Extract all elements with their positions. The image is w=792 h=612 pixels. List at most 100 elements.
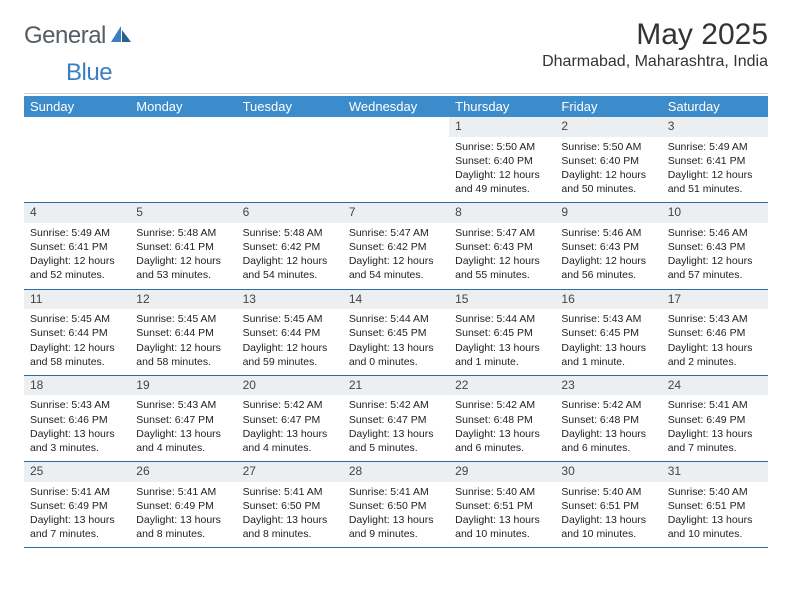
- sunrise-line: Sunrise: 5:41 AM: [136, 485, 230, 499]
- sunset-line: Sunset: 6:44 PM: [30, 326, 124, 340]
- calendar-week-row: 25Sunrise: 5:41 AMSunset: 6:49 PMDayligh…: [24, 462, 768, 548]
- calendar-week-row: ....1Sunrise: 5:50 AMSunset: 6:40 PMDayl…: [24, 117, 768, 203]
- calendar-day-cell: .: [343, 117, 449, 203]
- day-details: Sunrise: 5:41 AMSunset: 6:49 PMDaylight:…: [662, 395, 768, 461]
- day-details: Sunrise: 5:41 AMSunset: 6:50 PMDaylight:…: [237, 482, 343, 548]
- weekday-header: Wednesday: [343, 96, 449, 117]
- sunrise-line: Sunrise: 5:40 AM: [455, 485, 549, 499]
- calendar-table: SundayMondayTuesdayWednesdayThursdayFrid…: [24, 96, 768, 548]
- calendar-day-cell: 25Sunrise: 5:41 AMSunset: 6:49 PMDayligh…: [24, 462, 130, 548]
- calendar-day-cell: 23Sunrise: 5:42 AMSunset: 6:48 PMDayligh…: [555, 375, 661, 461]
- sunrise-line: Sunrise: 5:44 AM: [349, 312, 443, 326]
- day-number: 30: [555, 462, 661, 482]
- daylight-line: Daylight: 12 hours and 59 minutes.: [243, 341, 337, 369]
- day-number: 18: [24, 376, 130, 396]
- calendar-day-cell: 24Sunrise: 5:41 AMSunset: 6:49 PMDayligh…: [662, 375, 768, 461]
- day-number: 13: [237, 290, 343, 310]
- sunset-line: Sunset: 6:50 PM: [349, 499, 443, 513]
- day-number: 21: [343, 376, 449, 396]
- day-number: 31: [662, 462, 768, 482]
- sunset-line: Sunset: 6:47 PM: [349, 413, 443, 427]
- sunset-line: Sunset: 6:46 PM: [668, 326, 762, 340]
- day-number: 27: [237, 462, 343, 482]
- daylight-line: Daylight: 13 hours and 7 minutes.: [668, 427, 762, 455]
- calendar-day-cell: 18Sunrise: 5:43 AMSunset: 6:46 PMDayligh…: [24, 375, 130, 461]
- daylight-line: Daylight: 12 hours and 53 minutes.: [136, 254, 230, 282]
- sunrise-line: Sunrise: 5:47 AM: [349, 226, 443, 240]
- calendar-day-cell: 16Sunrise: 5:43 AMSunset: 6:45 PMDayligh…: [555, 289, 661, 375]
- calendar-day-cell: 26Sunrise: 5:41 AMSunset: 6:49 PMDayligh…: [130, 462, 236, 548]
- day-number: 23: [555, 376, 661, 396]
- calendar-day-cell: .: [130, 117, 236, 203]
- daylight-line: Daylight: 12 hours and 58 minutes.: [30, 341, 124, 369]
- sunset-line: Sunset: 6:49 PM: [30, 499, 124, 513]
- day-number: 5: [130, 203, 236, 223]
- day-number: 1: [449, 117, 555, 137]
- day-details: Sunrise: 5:45 AMSunset: 6:44 PMDaylight:…: [24, 309, 130, 375]
- day-number: 14: [343, 290, 449, 310]
- sunset-line: Sunset: 6:51 PM: [455, 499, 549, 513]
- calendar-day-cell: 5Sunrise: 5:48 AMSunset: 6:41 PMDaylight…: [130, 203, 236, 289]
- sunrise-line: Sunrise: 5:50 AM: [561, 140, 655, 154]
- daylight-line: Daylight: 13 hours and 8 minutes.: [136, 513, 230, 541]
- day-number: 28: [343, 462, 449, 482]
- sunset-line: Sunset: 6:44 PM: [243, 326, 337, 340]
- month-title: May 2025: [542, 18, 768, 51]
- daylight-line: Daylight: 13 hours and 9 minutes.: [349, 513, 443, 541]
- day-details: Sunrise: 5:43 AMSunset: 6:46 PMDaylight:…: [662, 309, 768, 375]
- sunrise-line: Sunrise: 5:45 AM: [30, 312, 124, 326]
- day-details: Sunrise: 5:41 AMSunset: 6:49 PMDaylight:…: [130, 482, 236, 548]
- day-number: 2: [555, 117, 661, 137]
- daylight-line: Daylight: 12 hours and 54 minutes.: [349, 254, 443, 282]
- day-details: Sunrise: 5:41 AMSunset: 6:50 PMDaylight:…: [343, 482, 449, 548]
- daylight-line: Daylight: 13 hours and 2 minutes.: [668, 341, 762, 369]
- day-number: 7: [343, 203, 449, 223]
- calendar-day-cell: 29Sunrise: 5:40 AMSunset: 6:51 PMDayligh…: [449, 462, 555, 548]
- daylight-line: Daylight: 13 hours and 10 minutes.: [561, 513, 655, 541]
- sunset-line: Sunset: 6:48 PM: [561, 413, 655, 427]
- day-details: Sunrise: 5:43 AMSunset: 6:47 PMDaylight:…: [130, 395, 236, 461]
- calendar-day-cell: 7 Sunrise: 5:47 AMSunset: 6:42 PMDaylight…: [343, 203, 449, 289]
- daylight-line: Daylight: 13 hours and 8 minutes.: [243, 513, 337, 541]
- weekday-header: Sunday: [24, 96, 130, 117]
- day-details: Sunrise: 5:50 AMSunset: 6:40 PMDaylight:…: [449, 137, 555, 203]
- sunset-line: Sunset: 6:45 PM: [349, 326, 443, 340]
- day-details: Sunrise: 5:47 AMSunset: 6:43 PMDaylight:…: [449, 223, 555, 289]
- logo-sail-icon: [110, 24, 132, 49]
- sunrise-line: Sunrise: 5:50 AM: [455, 140, 549, 154]
- calendar-day-cell: 22Sunrise: 5:42 AMSunset: 6:48 PMDayligh…: [449, 375, 555, 461]
- day-number: 22: [449, 376, 555, 396]
- day-number: 9: [555, 203, 661, 223]
- sunrise-line: Sunrise: 5:44 AM: [455, 312, 549, 326]
- location-label: Dharmabad, Maharashtra, India: [542, 53, 768, 71]
- day-details: Sunrise: 5:43 AMSunset: 6:46 PMDaylight:…: [24, 395, 130, 461]
- sunrise-line: Sunrise: 5:43 AM: [668, 312, 762, 326]
- calendar-day-cell: 13Sunrise: 5:45 AMSunset: 6:44 PMDayligh…: [237, 289, 343, 375]
- sunrise-line: Sunrise: 5:41 AM: [30, 485, 124, 499]
- day-number: 29: [449, 462, 555, 482]
- calendar-body: ....1Sunrise: 5:50 AMSunset: 6:40 PMDayl…: [24, 117, 768, 548]
- title-block: May 2025 Dharmabad, Maharashtra, India: [542, 18, 768, 71]
- day-number: 10: [662, 203, 768, 223]
- daylight-line: Daylight: 13 hours and 5 minutes.: [349, 427, 443, 455]
- calendar-day-cell: 15Sunrise: 5:44 AMSunset: 6:45 PMDayligh…: [449, 289, 555, 375]
- sunrise-line: Sunrise: 5:47 AM: [455, 226, 549, 240]
- day-number: 4: [24, 203, 130, 223]
- daylight-line: Daylight: 12 hours and 50 minutes.: [561, 168, 655, 196]
- day-number: 8: [449, 203, 555, 223]
- calendar-day-cell: 31Sunrise: 5:40 AMSunset: 6:51 PMDayligh…: [662, 462, 768, 548]
- calendar-day-cell: 30Sunrise: 5:40 AMSunset: 6:51 PMDayligh…: [555, 462, 661, 548]
- sunrise-line: Sunrise: 5:46 AM: [561, 226, 655, 240]
- logo-text-general: General: [24, 22, 106, 50]
- sunrise-line: Sunrise: 5:42 AM: [243, 398, 337, 412]
- calendar-day-cell: 3Sunrise: 5:49 AMSunset: 6:41 PMDaylight…: [662, 117, 768, 203]
- calendar-day-cell: 2Sunrise: 5:50 AMSunset: 6:40 PMDaylight…: [555, 117, 661, 203]
- sunset-line: Sunset: 6:42 PM: [349, 240, 443, 254]
- day-details: Sunrise: 5:41 AMSunset: 6:49 PMDaylight:…: [24, 482, 130, 548]
- calendar-day-cell: 10Sunrise: 5:46 AMSunset: 6:43 PMDayligh…: [662, 203, 768, 289]
- day-number: 17: [662, 290, 768, 310]
- day-number: 25: [24, 462, 130, 482]
- sunset-line: Sunset: 6:40 PM: [455, 154, 549, 168]
- calendar-day-cell: 19Sunrise: 5:43 AMSunset: 6:47 PMDayligh…: [130, 375, 236, 461]
- day-details: Sunrise: 5:40 AMSunset: 6:51 PMDaylight:…: [449, 482, 555, 548]
